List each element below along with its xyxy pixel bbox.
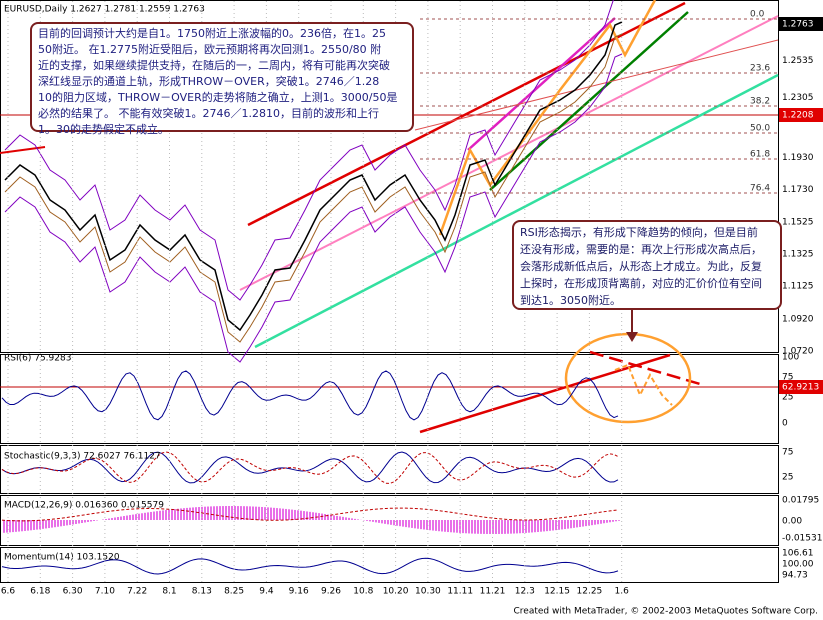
stochastic-panel [0, 445, 779, 494]
axis-label: 106.61 [782, 549, 814, 559]
macd-signal [1, 507, 619, 522]
stoch-main [1, 451, 619, 484]
price-label: 1.0920 [782, 314, 814, 324]
fib-label: 50.0 [750, 124, 770, 134]
price-label: 1.0720 [782, 346, 814, 356]
date-label: 7.10 [95, 587, 115, 597]
annotation-line: 近的支撑，如果继续提供支持，在随后的一，二周内，将有可能再次突破 [38, 59, 390, 72]
annotation-line: RSI形态揭示，有形成下降趋势的倾向，但是目前 [520, 226, 758, 239]
rsi-marker-box [779, 380, 823, 394]
axis-label: 94.73 [782, 571, 808, 581]
date-label: 12.15 [544, 587, 570, 597]
fib-label: 38.2 [750, 97, 770, 107]
rsi-marker: 62.9213 [782, 383, 819, 393]
annotation-line: 10的阻力区域，THROW－OVER的走势将随之确立，上测1。3000/50是 [38, 91, 398, 104]
price-label: 1.1125 [782, 282, 814, 292]
rsi-panel [0, 354, 779, 444]
axis-label: 25 [782, 393, 793, 403]
date-label: 11.11 [447, 587, 473, 597]
green-line [254, 73, 779, 349]
pink-line [239, 15, 779, 291]
panel-title: MACD(12,26,9) 0.016360 0.015579 [4, 501, 164, 511]
macd-panel [0, 495, 779, 546]
annotation: 目前的回调预计大约是自1。1750附近上涨波幅的0。236倍，在1。25 50附近… [30, 22, 414, 136]
moving-average [4, 33, 623, 343]
thin-red-line [414, 39, 779, 131]
date-label: 10.20 [383, 587, 409, 597]
price-line [4, 21, 623, 332]
date-label: 10.8 [353, 587, 373, 597]
date-label: 8.25 [224, 587, 244, 597]
date-label: 8.1 [162, 587, 176, 597]
date-label: 12.3 [515, 587, 535, 597]
panel-title: RSI(6) 75.9283 [4, 354, 71, 364]
date-label: 12.25 [577, 587, 603, 597]
annotation: RSI形态揭示，有形成下降趋势的倾向，但是目前 还没有形成，需要的是：再次上行形成… [512, 220, 782, 310]
band-upper [4, 0, 614, 301]
annotation-line: 上探时，在形成顶背离前，对应的汇价价位有空间 [520, 277, 762, 290]
price-label: 1.1930 [782, 153, 814, 163]
rsi-projection-path [614, 363, 673, 406]
date-label: 9.4 [259, 587, 274, 597]
current-price-box [779, 17, 823, 31]
price-label: 1.1730 [782, 185, 814, 195]
panel-title: Stochastic(9,3,3) 72.6027 76.1127 [4, 452, 161, 462]
axis-label: 100.00 [782, 560, 814, 570]
date-label: 6.30 [63, 587, 83, 597]
axis-label: 0.00 [782, 517, 802, 527]
rsi-line [1, 370, 619, 421]
date-label: 6.6 [1, 587, 16, 597]
date-label: 7.22 [127, 587, 147, 597]
date-label: 9.16 [289, 587, 309, 597]
annotation-line: 目前的回调预计大约是自1。1750附近上涨波幅的0。236倍，在1。25 [38, 27, 386, 40]
footer: Created with MetaTrader, © 2002-2003 Met… [514, 607, 818, 617]
date-label: 9.26 [321, 587, 341, 597]
price-label: 1.2535 [782, 56, 814, 66]
price-label: 1.1325 [782, 250, 814, 260]
axis-label: 100 [782, 353, 799, 363]
wave-path [438, 0, 657, 236]
arrow-head [626, 332, 638, 342]
momentum-panel [0, 547, 779, 583]
marker-price: 1.2208 [782, 111, 814, 121]
date-label: 8.13 [192, 587, 212, 597]
annotation-line: 还没有形成，需要的是：再次上行形成次高点后， [520, 243, 762, 256]
axis-label: 0.01795 [782, 496, 819, 506]
date-label: 10.30 [415, 587, 441, 597]
date-label: 1.6 [615, 587, 630, 597]
annotation-line: 到达1。3050附近。 [520, 294, 621, 307]
channel-line [0, 146, 46, 154]
annotation-line: 会落形成新低点后，从形态上才成立。为此，反复 [520, 260, 762, 273]
price-label: 1.2305 [782, 93, 814, 103]
fib-label: 23.6 [750, 64, 770, 74]
band-lower [4, 53, 623, 363]
panel-title: Momentum(14) 103.1520 [4, 553, 120, 563]
fib-label: 0.0 [750, 10, 765, 20]
annotation-line: 50附近。 在1.2775附近受阻后，欧元预期将再次回测1。2550/80 附 [38, 43, 382, 56]
magenta-line [467, 17, 616, 151]
axis-label: -0.01531 [782, 534, 822, 544]
stoch-signal [1, 451, 619, 484]
price-label: 1.1525 [782, 218, 814, 228]
annotation-line: 必然的结果了。 不能有效突破1。2746／1.2810，目前的波形和上行 [38, 107, 379, 120]
axis-label: 75 [782, 448, 793, 458]
channel-upper [247, 1, 686, 227]
axis-label: 0 [782, 419, 788, 429]
marker-price-box [779, 108, 823, 122]
date-label: 6.18 [30, 587, 50, 597]
date-label: 11.21 [480, 587, 506, 597]
current-price: 1.2763 [782, 20, 814, 30]
axis-label: 75 [782, 373, 793, 383]
annotation-line: 1。30的走势假定不成立。 [38, 123, 169, 136]
annotation-line: 深红线显示的通道上轨，形成THROW－OVER，突破1。2746／1.28 [38, 75, 380, 88]
fib-label: 76.4 [750, 184, 770, 194]
fib-label: 61.8 [750, 150, 770, 160]
axis-label: 25 [782, 473, 793, 483]
